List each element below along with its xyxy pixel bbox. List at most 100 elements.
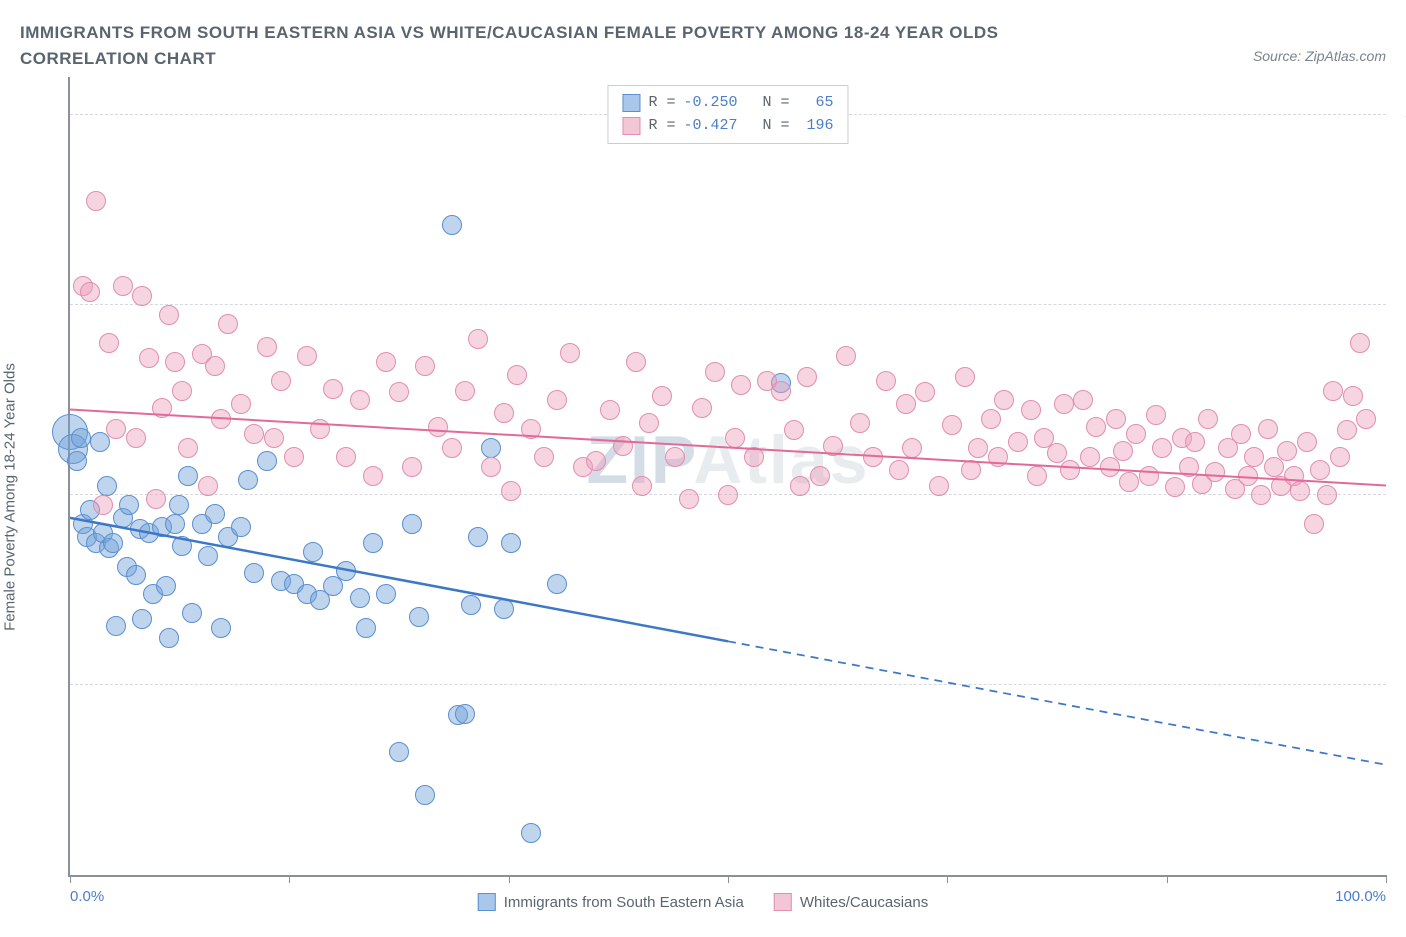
scatter-point xyxy=(238,470,258,490)
stats-row-series1: R = -0.250 N = 65 xyxy=(622,92,833,115)
scatter-point xyxy=(1310,460,1330,480)
scatter-point xyxy=(1290,481,1310,501)
watermark-atlas: Atlas xyxy=(693,422,869,498)
scatter-point xyxy=(132,609,152,629)
scatter-point xyxy=(1054,394,1074,414)
legend-item-series2: Whites/Caucasians xyxy=(774,893,928,911)
scatter-point xyxy=(896,394,916,414)
x-tick xyxy=(947,875,948,883)
scatter-point xyxy=(455,381,475,401)
scatter-point xyxy=(1119,472,1139,492)
swatch-series2 xyxy=(622,117,640,135)
scatter-point xyxy=(159,628,179,648)
n-label-1: N = xyxy=(763,92,790,115)
scatter-point xyxy=(402,457,422,477)
scatter-point xyxy=(725,428,745,448)
scatter-point xyxy=(692,398,712,418)
scatter-point xyxy=(1106,409,1126,429)
scatter-point xyxy=(771,381,791,401)
scatter-point xyxy=(626,352,646,372)
scatter-point xyxy=(1231,424,1251,444)
n-value-2: 196 xyxy=(798,115,834,138)
scatter-point xyxy=(218,314,238,334)
scatter-point xyxy=(1251,485,1271,505)
scatter-point xyxy=(461,595,481,615)
scatter-point xyxy=(981,409,1001,429)
scatter-point xyxy=(132,286,152,306)
scatter-point xyxy=(80,282,100,302)
scatter-point xyxy=(836,346,856,366)
scatter-point xyxy=(501,533,521,553)
scatter-point xyxy=(172,381,192,401)
x-tick-label: 0.0% xyxy=(70,888,104,905)
scatter-point xyxy=(731,375,751,395)
scatter-point xyxy=(264,428,284,448)
scatter-point xyxy=(632,476,652,496)
scatter-point xyxy=(876,371,896,391)
scatter-point xyxy=(97,476,117,496)
plot-area: Female Poverty Among 18-24 Year Olds ZIP… xyxy=(20,77,1386,917)
scatter-point xyxy=(244,424,264,444)
scatter-point xyxy=(211,409,231,429)
scatter-point xyxy=(376,352,396,372)
scatter-point xyxy=(863,447,883,467)
scatter-point xyxy=(494,599,514,619)
scatter-point xyxy=(336,447,356,467)
scatter-point xyxy=(1021,400,1041,420)
scatter-point xyxy=(481,457,501,477)
scatter-point xyxy=(409,607,429,627)
scatter-point xyxy=(336,561,356,581)
r-value-1: -0.250 xyxy=(683,92,737,115)
scatter-point xyxy=(929,476,949,496)
scatter-point xyxy=(521,419,541,439)
stats-row-series2: R = -0.427 N = 196 xyxy=(622,115,833,138)
scatter-point xyxy=(1330,447,1350,467)
scatter-point xyxy=(350,390,370,410)
scatter-point xyxy=(1060,460,1080,480)
scatter-point xyxy=(790,476,810,496)
scatter-point xyxy=(1152,438,1172,458)
n-label-2: N = xyxy=(763,115,790,138)
scatter-point xyxy=(139,348,159,368)
scatter-point xyxy=(376,584,396,604)
x-tick xyxy=(728,875,729,883)
x-tick xyxy=(509,875,510,883)
scatter-point xyxy=(1146,405,1166,425)
x-tick xyxy=(289,875,290,883)
scatter-point xyxy=(172,536,192,556)
scatter-point xyxy=(284,447,304,467)
scatter-point xyxy=(271,371,291,391)
scatter-point xyxy=(178,466,198,486)
scatter-point xyxy=(211,618,231,638)
scatter-point xyxy=(1126,424,1146,444)
chart-title: IMMIGRANTS FROM SOUTH EASTERN ASIA VS WH… xyxy=(20,20,1120,71)
r-label-2: R = xyxy=(648,115,675,138)
scatter-point xyxy=(1113,441,1133,461)
scatter-point xyxy=(850,413,870,433)
scatter-point xyxy=(231,517,251,537)
scatter-point xyxy=(1080,447,1100,467)
chart-canvas: ZIPAtlas R = -0.250 N = 65 R = -0.427 N … xyxy=(68,77,1386,877)
x-tick xyxy=(70,875,71,883)
scatter-point xyxy=(356,618,376,638)
scatter-point xyxy=(389,382,409,402)
scatter-point xyxy=(165,352,185,372)
scatter-point xyxy=(902,438,922,458)
scatter-point xyxy=(560,343,580,363)
x-tick xyxy=(1386,875,1387,883)
scatter-point xyxy=(994,390,1014,410)
scatter-point xyxy=(1277,441,1297,461)
scatter-point xyxy=(178,438,198,458)
scatter-point xyxy=(468,527,488,547)
scatter-point xyxy=(1198,409,1218,429)
scatter-point xyxy=(679,489,699,509)
scatter-point xyxy=(106,419,126,439)
scatter-point xyxy=(547,390,567,410)
x-tick-label: 100.0% xyxy=(1335,888,1386,905)
scatter-point xyxy=(1073,390,1093,410)
scatter-point xyxy=(402,514,422,534)
scatter-point xyxy=(1027,466,1047,486)
scatter-point xyxy=(257,337,277,357)
scatter-point xyxy=(1008,432,1028,452)
scatter-point xyxy=(1297,432,1317,452)
